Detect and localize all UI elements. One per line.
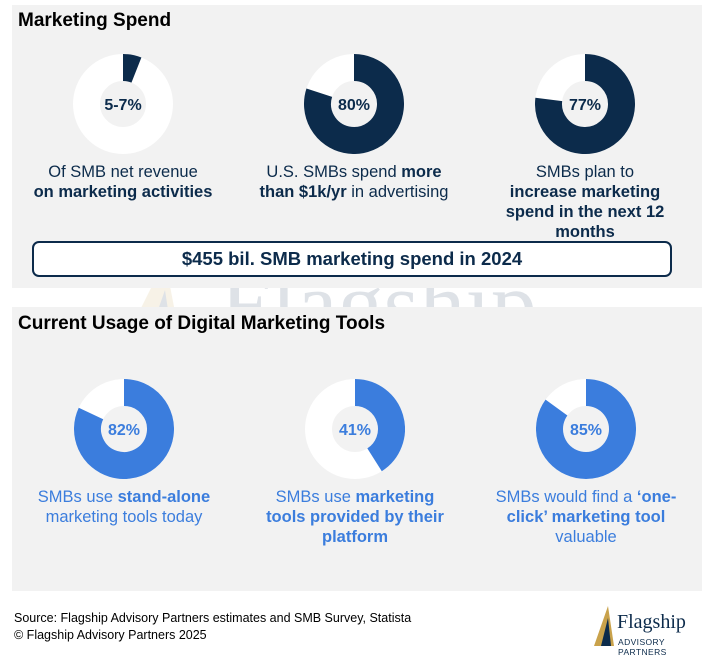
donut-slice [536, 379, 636, 479]
donut-slice [122, 54, 142, 83]
donut-label-one-click: 85% [570, 422, 602, 439]
donut-label-revenue-share: 5-7% [104, 97, 141, 114]
donut-label-stand-alone: 82% [108, 422, 140, 439]
donut-slice [74, 379, 174, 479]
source-text: Source: Flagship Advisory Partners estim… [14, 611, 412, 625]
caption-one-click: SMBs would find a ‘one-click’ marketing … [495, 488, 677, 546]
marketing-spend-title: Marketing Spend [18, 10, 172, 31]
donut-label-advertising: 80% [338, 97, 370, 114]
donut-chart-one-click: 85% [536, 379, 636, 479]
digital-tools-title: Current Usage of Digital Marketing Tools [18, 313, 386, 334]
donut-chart-platform-tools: 41% [305, 379, 405, 479]
logo-subtitle: ADVISORY PARTNERS [618, 637, 667, 657]
marketing-spend-panel: Marketing Spend 5-7% Of SMB net revenue … [12, 5, 702, 288]
donut-slice [354, 379, 405, 472]
source-note: Source: Flagship Advisory Partners estim… [14, 610, 411, 644]
digital-tools-panel: Current Usage of Digital Marketing Tools… [12, 307, 702, 591]
summary-box: $455 bil. SMB marketing spend in 2024 [32, 241, 672, 277]
copyright-text: © Flagship Advisory Partners 2025 [14, 628, 207, 642]
donut-label-platform-tools: 41% [339, 422, 371, 439]
caption-platform-tools: SMBs use marketing tools provided by the… [266, 488, 444, 546]
donut-chart-stand-alone: 82% [74, 379, 174, 479]
caption-increase-spend: SMBs plan to increase marketing spend in… [505, 163, 665, 241]
donut-slice [304, 54, 404, 154]
caption-revenue-share: Of SMB net revenue on marketing activiti… [33, 163, 213, 201]
caption-stand-alone: SMBs use stand-alone marketing tools tod… [37, 488, 211, 526]
donut-label-increase-spend: 77% [569, 97, 601, 114]
flagship-logo: Flagship ADVISORY PARTNERS [592, 598, 710, 657]
donut-slice [535, 54, 635, 154]
caption-advertising: U.S. SMBs spend more than $1k/yr in adve… [259, 163, 449, 201]
donut-chart-advertising: 80% [304, 54, 404, 154]
donut-chart-increase-spend: 77% [535, 54, 635, 154]
flag-icon [594, 606, 614, 646]
donut-chart-revenue-share: 5-7% [73, 54, 173, 154]
logo-wordmark: Flagship [617, 611, 686, 633]
